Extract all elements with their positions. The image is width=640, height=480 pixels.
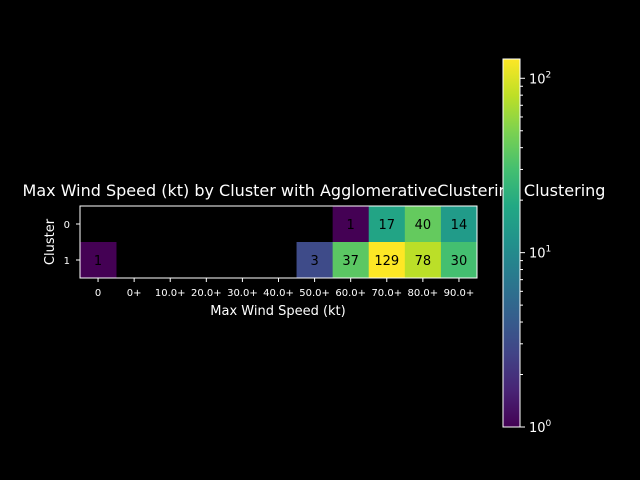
cell-value-label: 1 xyxy=(94,254,102,269)
cell-value-label: 40 xyxy=(415,218,432,233)
y-axis-label: Cluster xyxy=(43,218,58,265)
heatmap-cell xyxy=(368,242,406,279)
x-tick-label: 90.0+ xyxy=(444,288,475,299)
heatmap-cell xyxy=(296,242,334,279)
cell-value-label: 17 xyxy=(378,218,395,233)
cell-value-label: 129 xyxy=(374,254,399,269)
x-tick-label: 70.0+ xyxy=(371,288,402,299)
x-tick-label: 60.0+ xyxy=(335,288,366,299)
y-tick-label: 1 xyxy=(64,256,70,267)
heatmap-cell xyxy=(332,242,370,279)
cell-value-label: 37 xyxy=(342,254,359,269)
heatmap-cell xyxy=(440,242,478,279)
x-tick-label: 0+ xyxy=(127,288,142,299)
heatmap-cell xyxy=(440,206,478,243)
heatmap-cells: 1 17 40 14 1 3 37 129 78 30 xyxy=(80,206,478,279)
colorbar-ticks: 100 101 102 xyxy=(520,70,552,436)
x-axis-label: Max Wind Speed (kt) xyxy=(210,304,345,319)
x-tick-label: 20.0+ xyxy=(191,288,222,299)
x-axis-ticks: 0 0+ 10.0+ 20.0+ 30.0+ 40.0+ 50.0+ 60.0+ 70.0+ 80… xyxy=(95,278,474,299)
heatmap-cell xyxy=(332,206,370,243)
x-tick-label: 30.0+ xyxy=(227,288,258,299)
x-tick-label: 80.0+ xyxy=(408,288,439,299)
x-tick-label: 0 xyxy=(95,288,101,299)
y-axis-ticks: 01 xyxy=(64,220,80,267)
heatmap-cell xyxy=(368,206,406,243)
cell-value-label: 30 xyxy=(451,254,468,269)
heatmap-cell xyxy=(80,242,117,279)
colorbar xyxy=(502,58,521,428)
cell-value-label: 3 xyxy=(310,254,318,269)
x-tick-label: 10.0+ xyxy=(155,288,186,299)
y-tick-label: 0 xyxy=(64,220,70,231)
cell-value-label: 78 xyxy=(415,254,432,269)
chart-title: Max Wind Speed (kt) by Cluster with Aggl… xyxy=(22,181,606,200)
colorbar-tick-label: 101 xyxy=(529,245,551,262)
heatmap-cell xyxy=(404,206,442,243)
cell-value-label: 1 xyxy=(347,218,355,233)
colorbar-tick-label: 102 xyxy=(529,70,551,87)
x-tick-label: 50.0+ xyxy=(299,288,330,299)
heatmap-cell xyxy=(404,242,442,279)
x-tick-label: 40.0+ xyxy=(263,288,294,299)
cell-value-label: 14 xyxy=(451,218,468,233)
colorbar-tick-label: 100 xyxy=(529,419,552,436)
